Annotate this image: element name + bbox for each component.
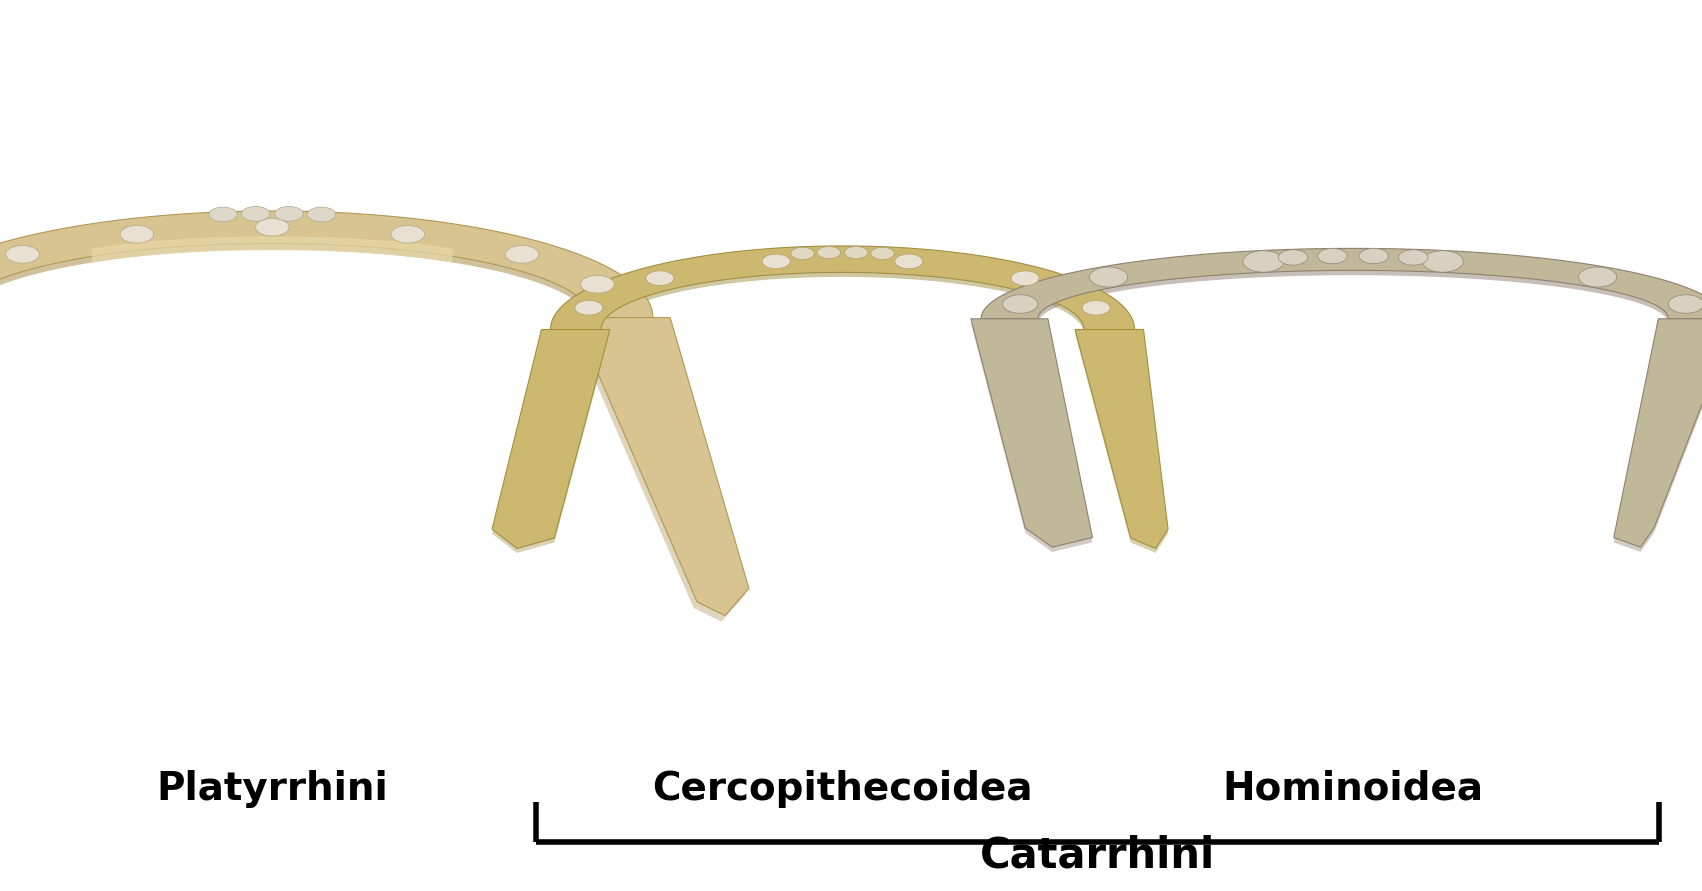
Polygon shape bbox=[92, 236, 453, 263]
Circle shape bbox=[1011, 271, 1040, 286]
Text: Cercopithecoidea: Cercopithecoidea bbox=[652, 770, 1033, 807]
Text: Catarrhini: Catarrhini bbox=[980, 834, 1215, 877]
Polygon shape bbox=[1076, 330, 1168, 549]
Circle shape bbox=[1002, 295, 1038, 314]
Circle shape bbox=[895, 254, 922, 269]
Circle shape bbox=[645, 271, 674, 286]
Circle shape bbox=[255, 218, 289, 236]
Circle shape bbox=[762, 254, 790, 269]
Circle shape bbox=[274, 207, 303, 221]
Polygon shape bbox=[970, 323, 1093, 552]
Text: Hominoidea: Hominoidea bbox=[1222, 770, 1484, 807]
Circle shape bbox=[580, 275, 614, 293]
Polygon shape bbox=[570, 323, 745, 622]
Polygon shape bbox=[574, 317, 749, 616]
Circle shape bbox=[1423, 250, 1464, 272]
Polygon shape bbox=[1613, 323, 1702, 552]
Circle shape bbox=[1668, 295, 1702, 314]
Circle shape bbox=[575, 300, 603, 315]
Circle shape bbox=[791, 248, 814, 259]
Circle shape bbox=[121, 225, 153, 243]
Polygon shape bbox=[492, 330, 609, 549]
Circle shape bbox=[1278, 249, 1307, 266]
Polygon shape bbox=[492, 334, 609, 553]
Circle shape bbox=[1089, 267, 1128, 287]
Circle shape bbox=[505, 246, 540, 263]
Circle shape bbox=[391, 225, 424, 243]
Text: Platyrrhini: Platyrrhini bbox=[157, 770, 388, 807]
Circle shape bbox=[871, 248, 894, 259]
Polygon shape bbox=[0, 211, 654, 317]
Polygon shape bbox=[550, 250, 1135, 334]
Polygon shape bbox=[1076, 334, 1168, 553]
Circle shape bbox=[1082, 300, 1110, 315]
Polygon shape bbox=[980, 249, 1702, 319]
Circle shape bbox=[844, 247, 868, 258]
Circle shape bbox=[1578, 267, 1617, 287]
Polygon shape bbox=[0, 217, 654, 323]
Circle shape bbox=[817, 247, 841, 258]
Circle shape bbox=[1360, 249, 1389, 264]
Polygon shape bbox=[970, 319, 1093, 547]
Circle shape bbox=[242, 207, 271, 221]
Polygon shape bbox=[550, 246, 1135, 330]
Circle shape bbox=[1399, 249, 1428, 266]
Circle shape bbox=[5, 246, 39, 263]
Circle shape bbox=[209, 207, 237, 222]
Circle shape bbox=[1317, 249, 1346, 264]
Polygon shape bbox=[980, 253, 1702, 323]
Polygon shape bbox=[1613, 319, 1702, 547]
Circle shape bbox=[308, 207, 335, 222]
Circle shape bbox=[1242, 250, 1283, 272]
